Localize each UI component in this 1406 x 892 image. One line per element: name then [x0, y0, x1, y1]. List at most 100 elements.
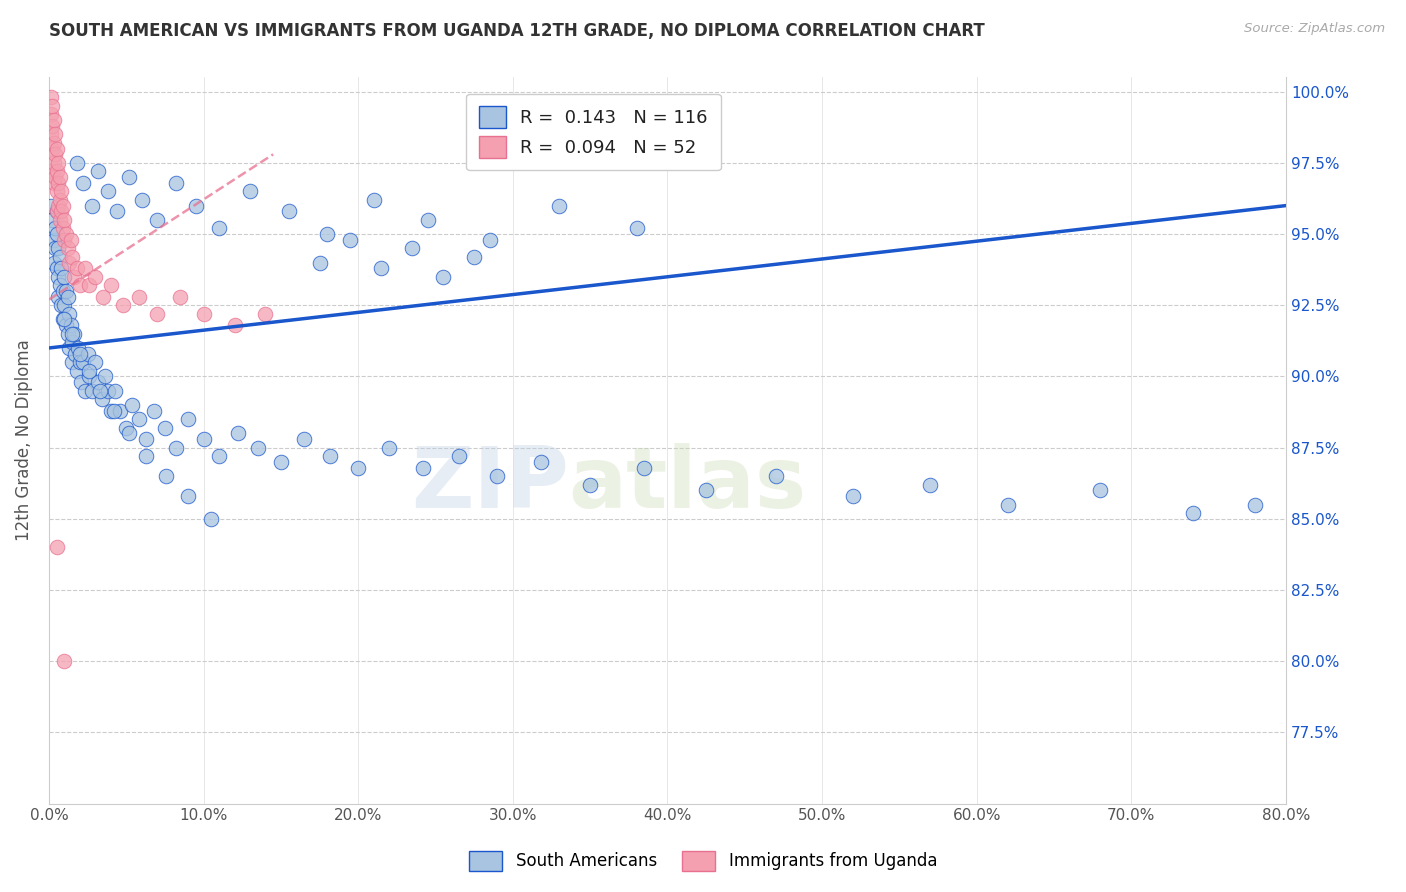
Point: [39, 90, 62, 104]
Point: [45, 185, 67, 199]
Point: [66, 364, 89, 378]
Point: [177, 489, 200, 503]
Point: [53, 298, 76, 312]
Point: [41, 164, 63, 178]
Point: [108, 403, 131, 417]
Point: [44, 221, 66, 235]
Point: [319, 449, 342, 463]
Text: SOUTH AMERICAN VS IMMIGRANTS FROM UGANDA 12TH GRADE, NO DIPLOMA CORRELATION CHAR: SOUTH AMERICAN VS IMMIGRANTS FROM UGANDA…: [49, 22, 986, 40]
Point: [39, 198, 62, 212]
Point: [1182, 506, 1205, 520]
Point: [60, 355, 83, 369]
Point: [105, 204, 128, 219]
Point: [143, 403, 166, 417]
Point: [72, 355, 94, 369]
Point: [412, 460, 434, 475]
Point: [59, 233, 82, 247]
Point: [115, 421, 138, 435]
Point: [165, 176, 187, 190]
Point: [224, 318, 246, 333]
Point: [56, 326, 79, 341]
Point: [401, 241, 423, 255]
Point: [447, 449, 470, 463]
Point: [363, 193, 385, 207]
Point: [77, 364, 100, 378]
Point: [45, 142, 67, 156]
Point: [44, 170, 66, 185]
Point: [347, 460, 370, 475]
Point: [45, 227, 67, 241]
Point: [82, 198, 104, 212]
Point: [463, 250, 485, 264]
Point: [193, 307, 215, 321]
Point: [626, 221, 648, 235]
Point: [39, 128, 62, 142]
Point: [56, 241, 79, 255]
Point: [44, 147, 66, 161]
Point: [579, 477, 602, 491]
Point: [59, 318, 82, 333]
Point: [53, 269, 76, 284]
Point: [62, 269, 84, 284]
Point: [69, 355, 91, 369]
Point: [44, 241, 66, 255]
Point: [169, 290, 191, 304]
Point: [118, 170, 141, 185]
Point: [842, 489, 865, 503]
Point: [920, 477, 942, 491]
Point: [53, 654, 76, 668]
Point: [135, 432, 157, 446]
Point: [76, 346, 98, 360]
Point: [49, 212, 72, 227]
Point: [41, 99, 63, 113]
Point: [46, 198, 69, 212]
Point: [90, 392, 112, 407]
Point: [45, 204, 67, 219]
Legend: South Americans, Immigrants from Uganda: South Americans, Immigrants from Uganda: [461, 842, 945, 880]
Point: [254, 307, 277, 321]
Point: [87, 375, 110, 389]
Point: [58, 341, 80, 355]
Point: [153, 421, 176, 435]
Point: [416, 212, 439, 227]
Point: [53, 312, 76, 326]
Point: [49, 278, 72, 293]
Point: [41, 142, 63, 156]
Point: [51, 298, 73, 312]
Point: [55, 284, 77, 298]
Point: [121, 398, 143, 412]
Point: [49, 250, 72, 264]
Point: [42, 156, 65, 170]
Point: [52, 312, 75, 326]
Point: [77, 369, 100, 384]
Point: [633, 460, 655, 475]
Point: [42, 233, 65, 247]
Point: [208, 221, 231, 235]
Point: [51, 185, 73, 199]
Point: [89, 384, 111, 398]
Point: [42, 136, 65, 150]
Point: [66, 156, 89, 170]
Point: [695, 483, 717, 498]
Point: [131, 193, 153, 207]
Point: [270, 455, 292, 469]
Point: [84, 269, 107, 284]
Point: [128, 412, 150, 426]
Point: [316, 227, 339, 241]
Point: [486, 469, 509, 483]
Point: [103, 403, 125, 417]
Point: [46, 156, 69, 170]
Y-axis label: 12th Grade, No Diploma: 12th Grade, No Diploma: [15, 340, 32, 541]
Point: [112, 298, 135, 312]
Point: [67, 341, 90, 355]
Point: [548, 198, 571, 212]
Point: [69, 278, 91, 293]
Point: [292, 432, 315, 446]
Point: [60, 326, 83, 341]
Point: [239, 185, 262, 199]
Text: ZIP: ZIP: [411, 442, 568, 525]
Point: [146, 307, 169, 321]
Point: [41, 212, 63, 227]
Point: [44, 128, 66, 142]
Point: [128, 290, 150, 304]
